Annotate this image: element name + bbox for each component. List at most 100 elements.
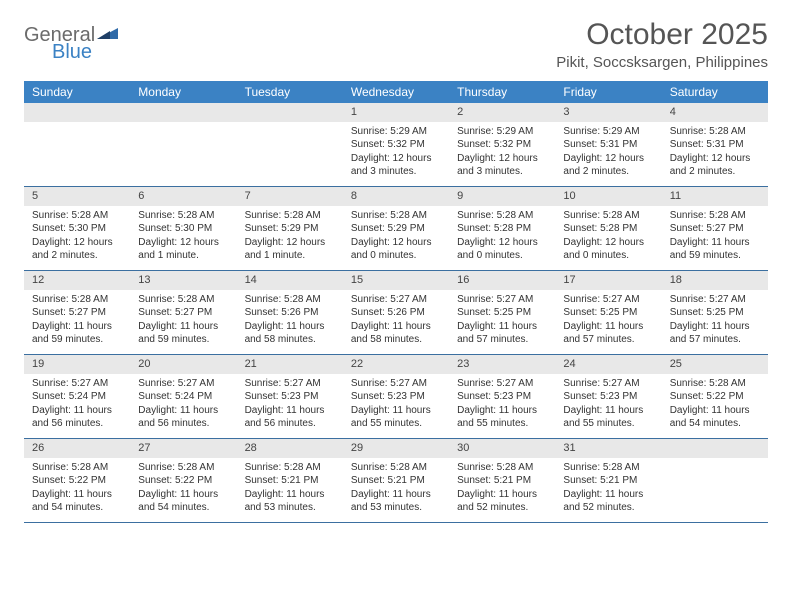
sunrise-text: Sunrise: 5:27 AM <box>351 293 441 307</box>
sunset-text: Sunset: 5:31 PM <box>563 138 653 152</box>
daylight-text: Daylight: 12 hours and 2 minutes. <box>563 152 653 179</box>
day-body: Sunrise: 5:28 AMSunset: 5:29 PMDaylight:… <box>343 206 449 269</box>
sunrise-text: Sunrise: 5:28 AM <box>245 209 335 223</box>
week-row: 5 Sunrise: 5:28 AM Sunset: 5:30 PM Daylight… <box>24 187 768 271</box>
daylight-text: Daylight: 12 hours and 0 minutes. <box>457 236 547 263</box>
sunset-text: Sunset: 5:22 PM <box>32 474 122 488</box>
day-number: 5 <box>24 187 130 206</box>
sunrise-text: Sunrise: 5:27 AM <box>457 377 547 391</box>
week-row: 19Sunrise: 5:27 AMSunset: 5:24 PMDayligh… <box>24 355 768 439</box>
day-cell: 28Sunrise: 5:28 AMSunset: 5:21 PMDayligh… <box>237 439 343 522</box>
sunrise-text: Sunrise: 5:28 AM <box>457 209 547 223</box>
day-body: Sunrise: 5:28 AMSunset: 5:22 PMDaylight:… <box>24 458 130 521</box>
day-number: 31 <box>555 439 661 458</box>
sunrise-text: Sunrise: 5:28 AM <box>138 461 228 475</box>
day-cell: 30Sunrise: 5:28 AMSunset: 5:21 PMDayligh… <box>449 439 555 522</box>
daylight-text: Daylight: 11 hours and 53 minutes. <box>351 488 441 515</box>
day-number: 14 <box>237 271 343 290</box>
sunset-text: Sunset: 5:32 PM <box>457 138 547 152</box>
day-cell: 27Sunrise: 5:28 AMSunset: 5:22 PMDayligh… <box>130 439 236 522</box>
sunrise-text: Sunrise: 5:27 AM <box>563 293 653 307</box>
day-cell <box>24 103 130 186</box>
day-cell: 23Sunrise: 5:27 AMSunset: 5:23 PMDayligh… <box>449 355 555 438</box>
day-number: 18 <box>662 271 768 290</box>
sunrise-text: Sunrise: 5:29 AM <box>563 125 653 139</box>
day-number: 21 <box>237 355 343 374</box>
day-cell: 11Sunrise: 5:28 AMSunset: 5:27 PMDayligh… <box>662 187 768 270</box>
sunrise-text: Sunrise: 5:28 AM <box>351 461 441 475</box>
day-number: 30 <box>449 439 555 458</box>
day-body: Sunrise: 5:28 AMSunset: 5:28 PMDaylight:… <box>449 206 555 269</box>
daylight-text: Daylight: 12 hours and 1 minute. <box>245 236 335 263</box>
day-cell: 26Sunrise: 5:28 AMSunset: 5:22 PMDayligh… <box>24 439 130 522</box>
sunset-text: Sunset: 5:30 PM <box>32 222 122 236</box>
weeks-container: 1Sunrise: 5:29 AMSunset: 5:32 PMDaylight… <box>24 103 768 523</box>
day-cell: 18Sunrise: 5:27 AMSunset: 5:25 PMDayligh… <box>662 271 768 354</box>
day-number <box>130 103 236 122</box>
top-row: GeneralBlue October 2025 Pikit, Soccsksa… <box>24 18 768 71</box>
sunrise-text: Sunrise: 5:27 AM <box>32 377 122 391</box>
day-number: 22 <box>343 355 449 374</box>
daylight-text: Daylight: 11 hours and 52 minutes. <box>457 488 547 515</box>
day-body: Sunrise: 5:28 AMSunset: 5:21 PMDaylight:… <box>555 458 661 521</box>
week-row: 12Sunrise: 5:28 AMSunset: 5:27 PMDayligh… <box>24 271 768 355</box>
day-cell: 29Sunrise: 5:28 AMSunset: 5:21 PMDayligh… <box>343 439 449 522</box>
sunrise-text: Sunrise: 5:29 AM <box>457 125 547 139</box>
day-number: 3 <box>555 103 661 122</box>
logo-text-blue: Blue <box>52 41 92 64</box>
day-header: Saturday <box>662 81 768 103</box>
sunrise-text: Sunrise: 5:27 AM <box>138 377 228 391</box>
sunset-text: Sunset: 5:27 PM <box>670 222 760 236</box>
day-number: 6 <box>130 187 236 206</box>
day-number: 7 <box>237 187 343 206</box>
day-cell: 2Sunrise: 5:29 AMSunset: 5:32 PMDaylight… <box>449 103 555 186</box>
day-cell: 13Sunrise: 5:28 AMSunset: 5:27 PMDayligh… <box>130 271 236 354</box>
sunset-text: Sunset: 5:23 PM <box>245 390 335 404</box>
sunset-text: Sunset: 5:21 PM <box>563 474 653 488</box>
sunrise-text: Sunrise: 5:28 AM <box>670 209 760 223</box>
location-text: Pikit, Soccsksargen, Philippines <box>556 54 768 71</box>
daylight-text: Daylight: 11 hours and 59 minutes. <box>138 320 228 347</box>
sunset-text: Sunset: 5:27 PM <box>32 306 122 320</box>
sunrise-text: Sunrise: 5:28 AM <box>457 461 547 475</box>
sunset-text: Sunset: 5:21 PM <box>245 474 335 488</box>
day-number: 20 <box>130 355 236 374</box>
daylight-text: Daylight: 11 hours and 55 minutes. <box>457 404 547 431</box>
sunrise-text: Sunrise: 5:28 AM <box>670 125 760 139</box>
sunset-text: Sunset: 5:28 PM <box>563 222 653 236</box>
day-body: Sunrise: 5:27 AMSunset: 5:23 PMDaylight:… <box>449 374 555 437</box>
day-cell: 15Sunrise: 5:27 AMSunset: 5:26 PMDayligh… <box>343 271 449 354</box>
daylight-text: Daylight: 11 hours and 59 minutes. <box>670 236 760 263</box>
day-body: Sunrise: 5:28 AMSunset: 5:21 PMDaylight:… <box>343 458 449 521</box>
sunrise-text: Sunrise: 5:28 AM <box>351 209 441 223</box>
day-cell <box>662 439 768 522</box>
sunrise-text: Sunrise: 5:28 AM <box>670 377 760 391</box>
daylight-text: Daylight: 11 hours and 57 minutes. <box>670 320 760 347</box>
day-number: 28 <box>237 439 343 458</box>
calendar-header-row: SundayMondayTuesdayWednesdayThursdayFrid… <box>24 81 768 103</box>
daylight-text: Daylight: 11 hours and 52 minutes. <box>563 488 653 515</box>
day-body: Sunrise: 5:27 AMSunset: 5:25 PMDaylight:… <box>449 290 555 353</box>
daylight-text: Daylight: 11 hours and 56 minutes. <box>138 404 228 431</box>
day-body: Sunrise: 5:27 AMSunset: 5:26 PMDaylight:… <box>343 290 449 353</box>
day-header: Monday <box>130 81 236 103</box>
day-number: 1 <box>343 103 449 122</box>
day-body: Sunrise: 5:28 AMSunset: 5:22 PMDaylight:… <box>662 374 768 437</box>
sunset-text: Sunset: 5:23 PM <box>351 390 441 404</box>
day-cell: 6Sunrise: 5:28 AMSunset: 5:30 PMDaylight… <box>130 187 236 270</box>
sunrise-text: Sunrise: 5:27 AM <box>457 293 547 307</box>
day-number: 19 <box>24 355 130 374</box>
daylight-text: Daylight: 11 hours and 55 minutes. <box>351 404 441 431</box>
day-number: 12 <box>24 271 130 290</box>
daylight-text: Daylight: 11 hours and 53 minutes. <box>245 488 335 515</box>
daylight-text: Daylight: 12 hours and 3 minutes. <box>351 152 441 179</box>
day-number: 15 <box>343 271 449 290</box>
day-cell: 20Sunrise: 5:27 AMSunset: 5:24 PMDayligh… <box>130 355 236 438</box>
daylight-text: Daylight: 12 hours and 0 minutes. <box>563 236 653 263</box>
sunrise-text: Sunrise: 5:28 AM <box>32 461 122 475</box>
day-body <box>24 122 130 131</box>
daylight-text: Daylight: 11 hours and 57 minutes. <box>563 320 653 347</box>
sunset-text: Sunset: 5:32 PM <box>351 138 441 152</box>
daylight-text: Daylight: 11 hours and 54 minutes. <box>670 404 760 431</box>
day-cell <box>237 103 343 186</box>
